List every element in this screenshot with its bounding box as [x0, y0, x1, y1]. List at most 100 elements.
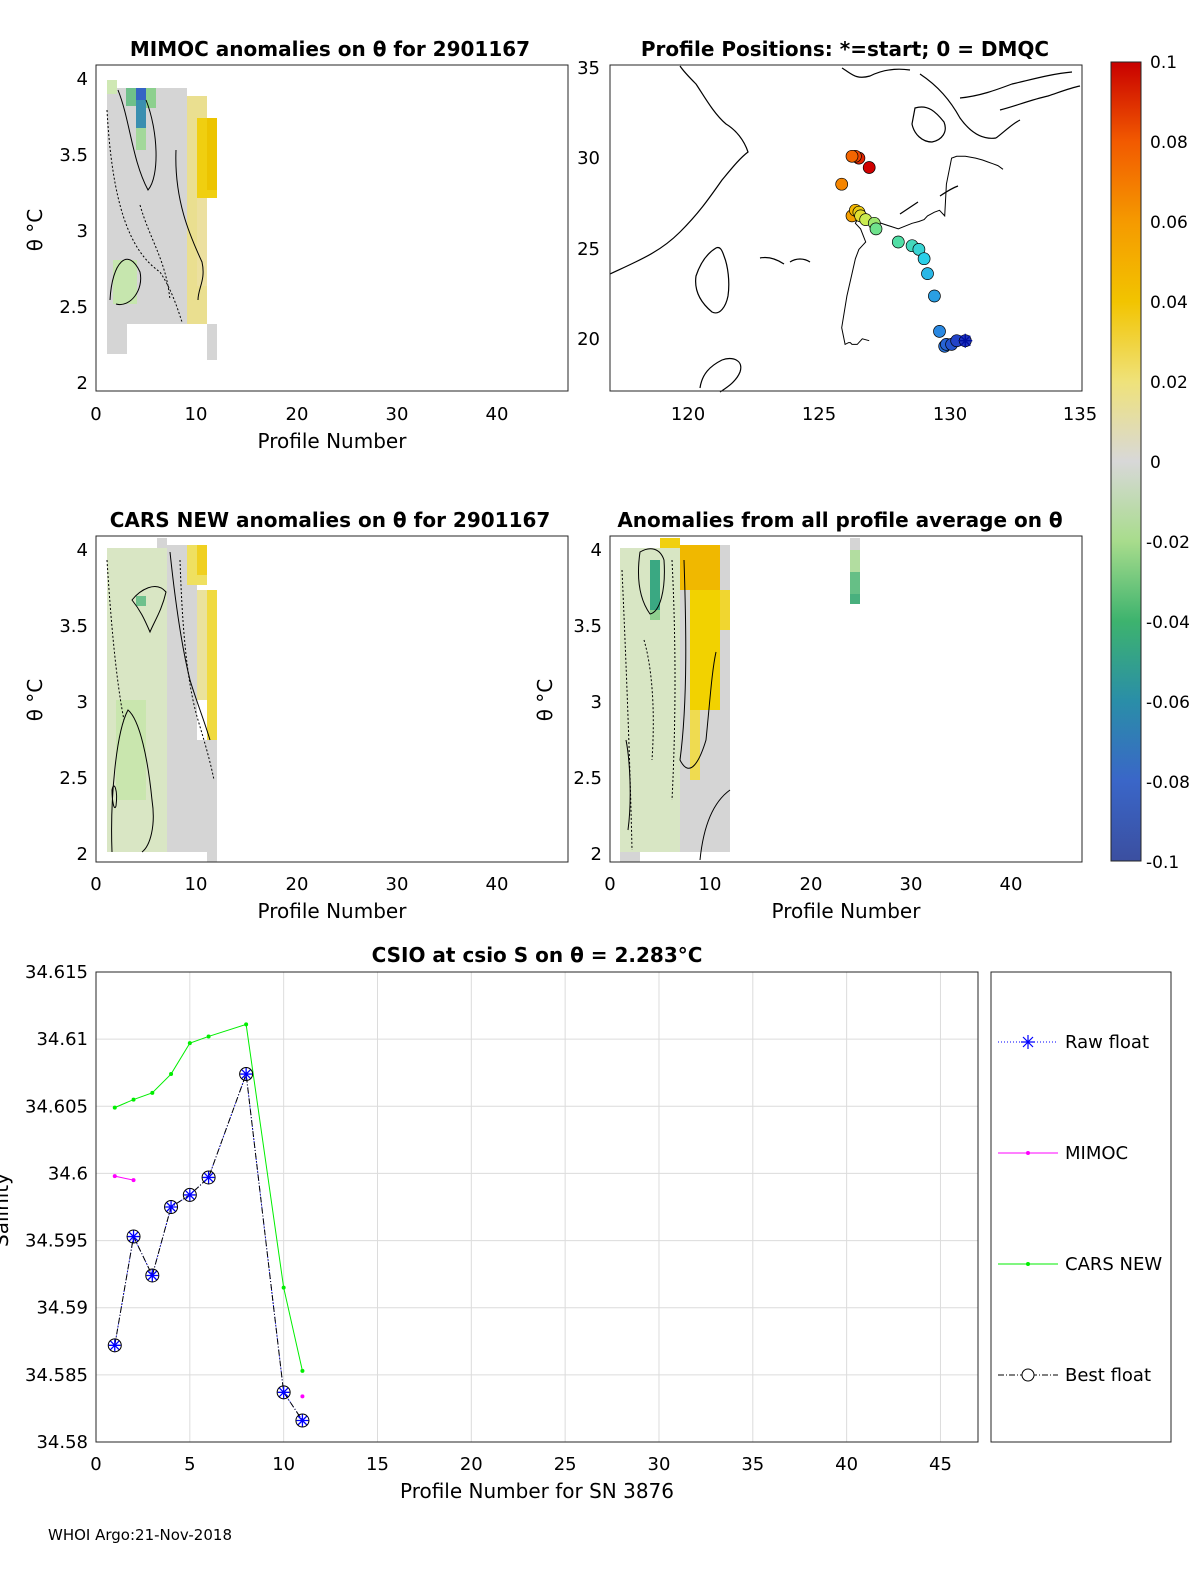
raw-float-point [165, 1201, 178, 1213]
csio-xtick: 20 [460, 1454, 483, 1475]
map-title: Profile Positions: *=start; 0 = DMQC [641, 37, 1049, 61]
csio-xtick: 0 [90, 1454, 101, 1475]
mimoc-xlabel: Profile Number [258, 429, 408, 453]
mimoc-yticks: 2 2.5 3 3.5 4 [59, 69, 88, 394]
cars-axes [95, 535, 569, 863]
map-ytick: 25 [577, 239, 600, 260]
map-panel: Profile Positions: *=start; 0 = DMQC 20 … [577, 37, 1097, 425]
mimoc-contour [109, 258, 142, 306]
cars-xtick: 0 [90, 874, 101, 895]
mimoc-xtick: 0 [90, 404, 101, 425]
mimoc-ytick: 2 [77, 373, 88, 394]
colorbar: 0.1 0.08 0.06 0.04 0.02 0 -0.02 -0.04 -0… [1110, 53, 1190, 873]
mimoc-cell [207, 118, 217, 190]
map-xtick: 120 [671, 404, 705, 425]
avg-xtick: 0 [604, 874, 615, 895]
cars-new-point [206, 1034, 211, 1039]
mimoc-cell [146, 88, 156, 108]
colorbar-tick: 0 [1150, 453, 1161, 473]
avg-cell [850, 550, 860, 572]
legend-item-raw: Raw float [998, 1032, 1149, 1053]
csio-xlabel: Profile Number for SN 3876 [400, 1479, 674, 1503]
mimoc-xtick: 30 [386, 404, 409, 425]
cars-contour [131, 586, 167, 634]
avg-cell [720, 590, 730, 630]
coastline-china [609, 65, 749, 275]
mimoc-cell [197, 198, 207, 286]
csio-xtick: 25 [554, 1454, 577, 1475]
legend-label-mimoc: MIMOC [1065, 1143, 1128, 1164]
mimoc-xticks: 0 10 20 30 40 [90, 404, 508, 425]
mimoc-ytick: 4 [77, 69, 88, 90]
mimoc-contour [175, 149, 204, 301]
avg-cell [850, 572, 860, 594]
csio-legend-box [990, 971, 1172, 1443]
csio-ytick: 34.6 [48, 1163, 88, 1184]
csio-ytick: 34.58 [36, 1432, 88, 1453]
avg-cell [850, 538, 860, 550]
mimoc-contour [106, 109, 183, 323]
colorbar-tick: 0.04 [1150, 293, 1188, 313]
map-xtick: 135 [1063, 404, 1097, 425]
csio-grid [95, 971, 978, 1443]
map-xtick: 125 [802, 404, 836, 425]
mimoc-cell [136, 88, 146, 100]
profile-position [921, 267, 934, 280]
colorbar-tick: -0.02 [1146, 533, 1190, 553]
coastline-japan [959, 71, 1081, 139]
mimoc-ytick: 3 [77, 221, 88, 242]
raw-float-point [296, 1414, 309, 1427]
legend-label-raw: Raw float [1065, 1032, 1149, 1053]
avg-cell [680, 545, 720, 590]
best-float-point [126, 1229, 141, 1244]
mimoc-point [300, 1394, 305, 1399]
csio-panel: CSIO at csio S on θ = 2.283°C 34.5834.58… [0, 943, 1172, 1503]
cars-cell [157, 538, 167, 548]
circle-icon [1021, 1368, 1035, 1382]
mimoc-title: MIMOC anomalies on θ for 2901167 [130, 37, 530, 61]
legend-item-mimoc: MIMOC [998, 1143, 1128, 1164]
mimoc-panel: MIMOC anomalies on θ for 2901167 2 [23, 37, 569, 453]
series-line-mimoc [114, 1175, 134, 1181]
colorbar-tick: -0.06 [1146, 693, 1190, 713]
legend-item-best: Best float [998, 1365, 1151, 1386]
csio-ytick: 34.61 [36, 1029, 88, 1050]
cars-contour [106, 559, 125, 721]
raw-float-point [240, 1068, 253, 1081]
best-float-point [145, 1268, 160, 1283]
mimoc-cell [126, 88, 136, 106]
cars-contour [169, 551, 211, 741]
raw-float-point [202, 1171, 215, 1184]
avg-xtick: 40 [1000, 874, 1023, 895]
avg-xtick: 10 [699, 874, 722, 895]
coastline [609, 65, 1081, 393]
raw-float-point [127, 1230, 140, 1243]
cars-cell [207, 852, 217, 862]
csio-series-markers [107, 1022, 310, 1428]
raw-float-point [277, 1386, 290, 1399]
csio-series-lines [114, 1023, 303, 1421]
mimoc-xtick: 20 [286, 404, 309, 425]
cars-ytick: 2 [77, 844, 88, 865]
csio-axes [95, 971, 979, 1443]
legend-label-best: Best float [1065, 1365, 1151, 1386]
cars-cell [167, 545, 197, 852]
csio-ytick: 34.615 [25, 962, 88, 983]
map-ytick: 35 [577, 58, 600, 79]
coastline-philippines [699, 357, 742, 393]
colorbar-gradient [1110, 61, 1142, 862]
cars-new-point [300, 1368, 305, 1373]
map-xtick: 130 [933, 404, 967, 425]
coastline-kyushu [911, 106, 946, 143]
raw-float-point [183, 1188, 196, 1201]
map-ytick: 20 [577, 329, 600, 350]
map-axes [609, 64, 1083, 392]
csio-ytick: 34.585 [25, 1365, 88, 1386]
profile-position [835, 177, 849, 191]
cars-new-point [187, 1041, 192, 1046]
avg-panel: Anomalies from all profile average on θ [533, 508, 1083, 923]
mimoc-cell [136, 128, 146, 150]
avg-cell [690, 590, 720, 710]
best-float-point [239, 1067, 254, 1082]
profile-position [869, 222, 883, 236]
